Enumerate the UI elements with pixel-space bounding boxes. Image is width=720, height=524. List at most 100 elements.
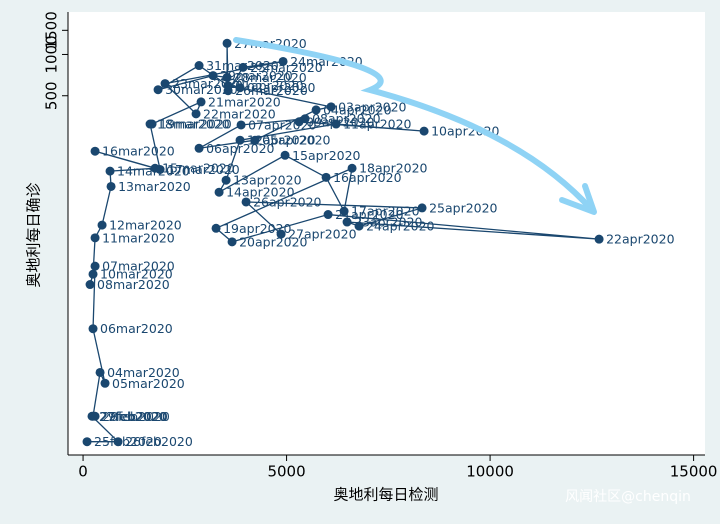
point-label: 12mar2020 <box>109 218 182 233</box>
point-label: 04mar2020 <box>107 365 180 380</box>
point <box>311 105 321 115</box>
point <box>153 85 163 95</box>
point <box>208 71 218 81</box>
x-tick-label: 15000 <box>670 463 718 481</box>
point-label: 18mar2020 <box>157 117 230 132</box>
point-label: 09apr2020 <box>306 114 374 129</box>
point-label: 26apr2020 <box>253 194 321 209</box>
x-axis-title: 奥地利每日检测 <box>333 486 438 504</box>
point-label: 29feb2020 <box>100 409 168 424</box>
point <box>238 62 248 72</box>
point-label: 15apr2020 <box>292 148 360 163</box>
point-label: 04apr2020 <box>323 102 391 117</box>
point <box>214 187 224 197</box>
y-tick-label: 1500 <box>43 11 61 49</box>
point <box>222 38 232 48</box>
point-label: 05apr2020 <box>262 133 330 148</box>
point <box>95 367 105 377</box>
point-label: 11apr2020 <box>343 117 411 132</box>
point <box>88 324 98 334</box>
point-label: 29mar2020 <box>220 68 293 83</box>
point-label: 06mar2020 <box>100 321 173 336</box>
point <box>326 102 336 112</box>
point-label: 08mar2020 <box>97 277 170 292</box>
point <box>280 150 290 160</box>
point <box>105 166 115 176</box>
point <box>90 233 100 243</box>
x-tick-label: 0 <box>78 463 88 481</box>
point-label: 21apr2020 <box>335 207 403 222</box>
y-tick-label: 1000 <box>43 35 61 73</box>
point-label: 26feb2020 <box>125 434 193 449</box>
point-label: 19mar2020 <box>159 117 232 132</box>
point-label: 01apr2020 <box>235 78 303 93</box>
point-label: 07mar2020 <box>102 259 175 274</box>
point <box>241 197 251 207</box>
arrow <box>233 37 595 213</box>
point <box>90 261 100 271</box>
point-label: 25mar2020 <box>250 60 323 75</box>
point-label: 15mar2020 <box>162 161 235 176</box>
point <box>106 181 116 191</box>
point <box>196 97 206 107</box>
point-label: 13apr2020 <box>233 173 301 188</box>
point <box>227 237 237 247</box>
point <box>331 119 341 129</box>
point <box>339 206 349 216</box>
point <box>221 175 231 185</box>
point <box>236 120 246 130</box>
point <box>147 119 157 129</box>
point-label: 18apr2020 <box>359 161 427 176</box>
point-label: 16mar2020 <box>102 144 175 159</box>
point-label: 28mar2020 <box>234 70 307 85</box>
point-label: 17mar2020 <box>167 162 240 177</box>
point-label: 08apr2020 <box>312 111 380 126</box>
point <box>194 61 204 71</box>
point-label: 11mar2020 <box>102 230 175 245</box>
point-label: 10apr2020 <box>431 124 499 139</box>
point-label: 20apr2020 <box>239 234 307 249</box>
point <box>223 81 233 91</box>
point <box>276 229 286 239</box>
point-label: 13mar2020 <box>118 179 191 194</box>
connecting-line <box>87 43 600 443</box>
point-label: 22apr2020 <box>606 232 674 247</box>
point <box>321 172 331 182</box>
point <box>594 234 604 244</box>
point <box>235 135 245 145</box>
point-label: 25feb2020 <box>94 434 162 449</box>
arrow-head <box>559 183 597 215</box>
point-label: 12apr2020 <box>247 133 315 148</box>
point <box>194 143 204 153</box>
point <box>82 437 92 447</box>
point <box>235 83 245 93</box>
point-label: 05mar2020 <box>112 376 185 391</box>
point <box>419 126 429 136</box>
point <box>250 135 260 145</box>
point-label: 19apr2020 <box>223 221 291 236</box>
point <box>100 378 110 388</box>
point <box>160 79 170 89</box>
point <box>222 72 232 82</box>
point-label: 21mar2020 <box>208 94 281 109</box>
point-label: 23apr2020 <box>354 215 422 230</box>
point <box>417 203 427 213</box>
point <box>85 280 95 290</box>
point <box>347 163 357 173</box>
point-label: 24apr2020 <box>366 219 434 234</box>
point-label: 27apr2020 <box>288 227 356 242</box>
point-label: 30mar2020 <box>165 82 238 97</box>
point <box>90 146 100 156</box>
point-label: 25apr2020 <box>429 200 497 215</box>
point-label: 24mar2020 <box>290 54 363 69</box>
point-label: 28feb2020 <box>102 409 170 424</box>
y-tick-label: 500 <box>43 81 61 110</box>
point <box>278 56 288 66</box>
point-label: 10mar2020 <box>100 267 173 282</box>
watermark: 风闻社区@chenqin <box>565 489 691 505</box>
point-label: 22mar2020 <box>203 106 276 121</box>
x-tick-label: 5000 <box>267 463 305 481</box>
point-label: 31mar2020 <box>206 58 279 73</box>
